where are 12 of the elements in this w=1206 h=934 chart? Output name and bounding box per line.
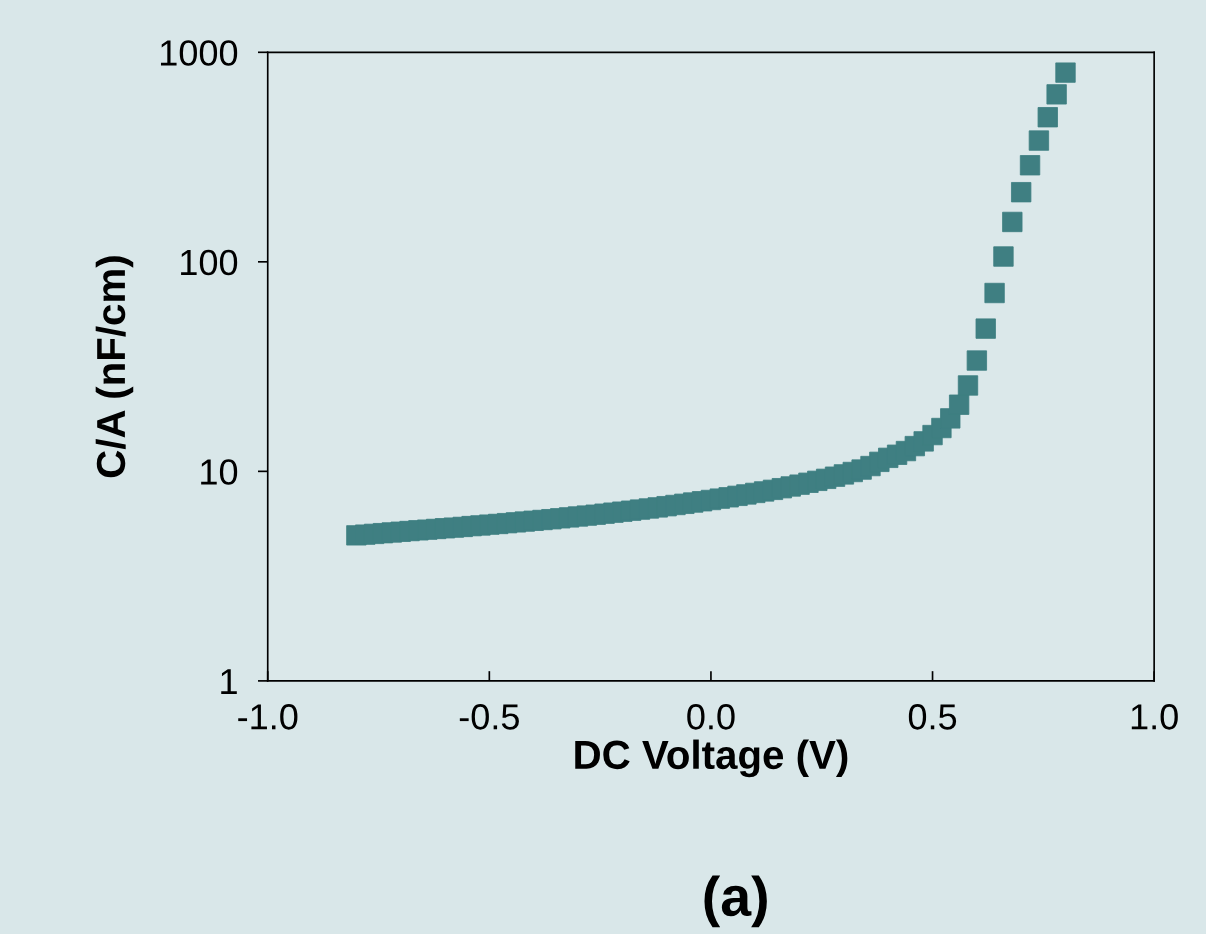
x-tick-label: 0.5 bbox=[908, 704, 957, 730]
y-axis-title: C/A (nF/cm) bbox=[95, 256, 134, 478]
y-tick-label: 100 bbox=[181, 249, 238, 276]
y-tick-label: 1000 bbox=[160, 40, 238, 66]
x-tick-label: 0.0 bbox=[687, 704, 735, 730]
y-tick-label: 1 bbox=[221, 669, 237, 694]
y-tick-label: 10 bbox=[201, 459, 238, 485]
x-tick-label: -1.0 bbox=[238, 704, 298, 730]
x-tick-label: 1.0 bbox=[1131, 704, 1178, 730]
text: (a) bbox=[704, 875, 767, 928]
x-axis-title: DC Voltage (V) bbox=[575, 739, 848, 778]
x-tick-label: -0.5 bbox=[459, 704, 519, 730]
